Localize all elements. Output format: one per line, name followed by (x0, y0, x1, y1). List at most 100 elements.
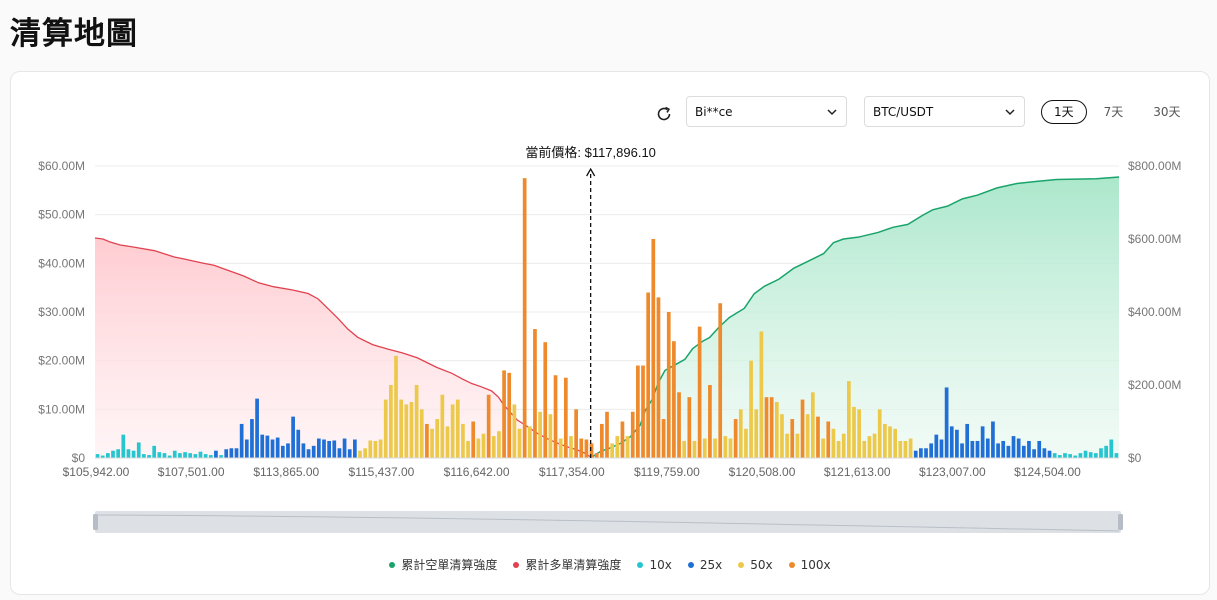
bar-10x (1104, 445, 1108, 458)
bar-50x (888, 426, 892, 458)
bar-50x (461, 423, 465, 458)
legend-item-25x[interactable]: 25x (687, 556, 723, 573)
bar-50x (785, 433, 789, 458)
bar-100x (543, 342, 548, 458)
bar-10x (95, 454, 100, 458)
bar-100x (574, 409, 578, 458)
x-tick-label: $119,759.00 (634, 465, 700, 479)
y-left-tick-label: $40.00M (38, 256, 85, 270)
bar-50x (368, 440, 373, 458)
bar-25x (316, 438, 321, 458)
bar-50x (450, 404, 455, 458)
bar-25x (239, 423, 244, 458)
chart-legend: 累計空單清算強度 累計多單清算強度 10x 25x 50x 100x (11, 556, 1209, 573)
x-tick-label: $117,354.00 (539, 465, 605, 479)
tab-30d[interactable]: 30天 (1153, 105, 1181, 119)
bar-50x (862, 440, 867, 458)
bar-100x (507, 372, 512, 458)
bar-100x (656, 297, 661, 458)
legend-item-short-cumulative[interactable]: 累計空單清算強度 (389, 556, 497, 573)
bar-100x (764, 397, 769, 458)
bar-25x (322, 439, 326, 458)
bar-100x (579, 438, 584, 458)
bar-50x (481, 433, 486, 458)
legend-label: 25x (699, 557, 723, 572)
bar-50x (836, 440, 841, 458)
x-tick-label: $115,437.00 (349, 465, 415, 479)
bar-50x (883, 423, 887, 458)
chevron-down-icon (1005, 109, 1015, 116)
bar-100x (584, 439, 589, 458)
bar-25x (353, 439, 357, 458)
bar-100x (697, 326, 702, 458)
page-title: 清算地圖 (10, 16, 138, 52)
refresh-icon[interactable] (654, 104, 674, 124)
bar-10x (208, 455, 213, 458)
legend-item-50x[interactable]: 50x (738, 556, 773, 573)
bar-50x (538, 411, 542, 458)
bar-50x (749, 360, 753, 458)
bar-100x (425, 423, 429, 458)
bar-50x (476, 438, 481, 458)
bar-25x (347, 449, 352, 458)
bar-10x (1083, 450, 1088, 458)
bar-100x (605, 411, 609, 458)
bar-50x (378, 439, 383, 458)
bar-25x (1021, 445, 1026, 458)
bar-50x (610, 443, 614, 458)
bar-25x (1042, 448, 1047, 458)
bar-50x (831, 428, 836, 458)
bar-10x (157, 452, 162, 458)
bar-100x (646, 292, 651, 458)
bar-10x (1109, 439, 1114, 458)
tab-1d[interactable]: 1天 (1041, 100, 1087, 124)
bar-10x (106, 453, 110, 458)
bar-25x (244, 439, 249, 458)
bar-50x (512, 404, 517, 458)
short-cumulative-area (590, 176, 1119, 458)
tab-7d[interactable]: 7天 (1103, 105, 1124, 119)
bar-100x (641, 365, 645, 458)
bar-50x (373, 440, 378, 458)
bar-50x (383, 399, 388, 458)
bar-100x (733, 419, 738, 458)
bar-25x (939, 439, 944, 458)
bar-25x (270, 439, 275, 458)
bar-50x (846, 381, 851, 458)
bar-50x (682, 440, 687, 458)
bar-50x (445, 426, 450, 458)
legend-item-long-cumulative[interactable]: 累計多單清算強度 (513, 556, 621, 573)
bar-25x (1047, 450, 1052, 458)
bar-25x (934, 434, 939, 458)
bar-50x (419, 409, 424, 458)
long-cumulative-area (95, 238, 591, 458)
bar-10x (167, 455, 172, 458)
bar-10x (1093, 453, 1098, 458)
y-right-tick-label: $200.00M (1128, 378, 1181, 392)
legend-dot (788, 561, 795, 568)
time-range-tabs: 1天 7天 30天 (1041, 100, 1194, 124)
bar-100x (636, 365, 640, 458)
exchange-select[interactable]: Bi**ce (686, 96, 847, 127)
legend-dot (637, 561, 644, 568)
bar-100x (522, 178, 527, 458)
bar-25x (1032, 449, 1036, 458)
pair-select[interactable]: BTC/USDT (864, 96, 1025, 127)
bar-50x (744, 428, 748, 458)
bar-25x (275, 437, 280, 458)
x-tick-label: $113,865.00 (253, 465, 319, 479)
bar-10x (1099, 448, 1103, 458)
legend-label: 50x (750, 557, 773, 572)
bar-25x (955, 429, 959, 458)
bar-50x (723, 436, 728, 458)
legend-item-10x[interactable]: 10x (637, 556, 672, 573)
bar-50x (517, 428, 522, 458)
legend-item-100x[interactable]: 100x (788, 556, 831, 573)
y-right-tick-label: $800.00M (1128, 159, 1181, 173)
bar-50x (414, 385, 419, 458)
bar-100x (502, 370, 506, 458)
bar-50x (872, 433, 877, 458)
bar-10x (1088, 452, 1093, 458)
bar-50x (702, 438, 707, 458)
bar-100x (533, 329, 537, 458)
